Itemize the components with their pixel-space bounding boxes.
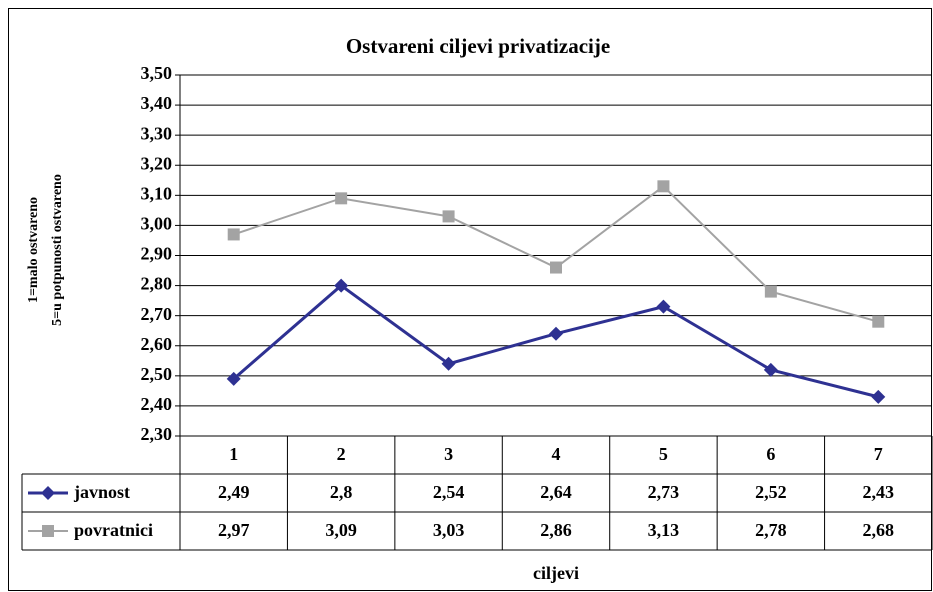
table-value: 2,68	[863, 520, 895, 540]
table-value: 2,78	[755, 520, 787, 540]
marker	[42, 525, 54, 537]
marker	[763, 362, 778, 377]
y-tick-label: 2,40	[141, 394, 173, 414]
marker	[550, 261, 562, 274]
y-tick-label: 3,20	[141, 153, 173, 173]
x-tick-label: 3	[444, 444, 453, 464]
table-value: 3,13	[648, 520, 680, 540]
table-value: 2,52	[755, 482, 787, 502]
x-tick-label: 4	[552, 444, 561, 464]
table-value: 2,86	[540, 520, 572, 540]
marker	[549, 326, 563, 341]
marker	[226, 371, 241, 386]
y-tick-label: 3,50	[141, 63, 173, 83]
table-value: 2,64	[540, 482, 572, 502]
legend-label: javnost	[73, 482, 130, 502]
frame	[8, 8, 932, 591]
y-tick-label: 3,10	[141, 183, 173, 203]
y-tick-label: 2,50	[141, 364, 173, 384]
x-axis-label: ciljevi	[533, 563, 579, 583]
x-tick-label: 6	[766, 444, 775, 464]
marker	[441, 356, 456, 371]
y-tick-label: 2,80	[141, 274, 173, 294]
y-axis-label: 1=malo ostvareno	[26, 197, 41, 303]
legend-label: povratnici	[74, 520, 153, 540]
chart-title: Ostvareni ciljevi privatizacije	[346, 34, 610, 58]
y-tick-label: 3,00	[141, 214, 173, 234]
table-value: 3,03	[433, 520, 465, 540]
series-line	[232, 283, 879, 399]
y-tick-label: 2,70	[141, 304, 173, 324]
y-tick-label: 2,60	[141, 334, 173, 354]
marker	[334, 278, 349, 293]
series-line	[233, 184, 879, 323]
y-tick-label: 2,30	[141, 424, 173, 444]
table-value: 2,49	[218, 482, 250, 502]
marker	[227, 228, 240, 241]
marker	[41, 486, 55, 500]
marker	[872, 315, 885, 328]
table-value: 3,09	[325, 520, 357, 540]
x-tick-label: 1	[229, 444, 238, 464]
table-value: 2,43	[863, 482, 895, 502]
marker	[764, 285, 777, 298]
y-tick-label: 2,90	[141, 244, 173, 264]
x-tick-label: 5	[659, 444, 668, 464]
marker	[656, 299, 671, 314]
marker	[657, 180, 670, 193]
y-tick-label: 3,40	[141, 93, 173, 113]
y-tick-label: 3,30	[141, 123, 173, 143]
table-value: 2,97	[218, 520, 250, 540]
y-axis-label: 5=u potpunosti ostvareno	[50, 174, 65, 326]
marker	[871, 389, 886, 404]
marker	[442, 210, 455, 223]
table-value: 2,54	[433, 482, 465, 502]
table-value: 2,73	[648, 482, 680, 502]
marker	[335, 192, 348, 205]
table-value: 2,8	[330, 482, 353, 502]
x-tick-label: 2	[337, 444, 346, 464]
x-tick-label: 7	[874, 444, 883, 464]
